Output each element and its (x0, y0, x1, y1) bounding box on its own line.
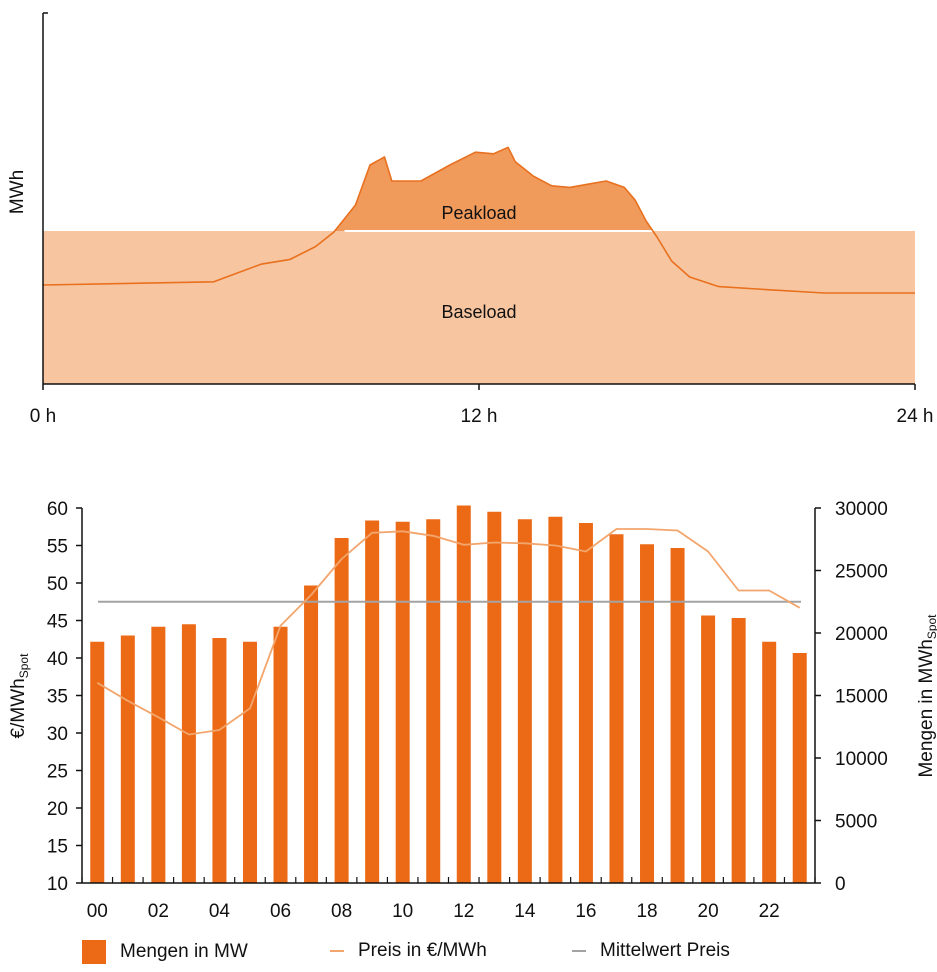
bar (456, 505, 471, 883)
bar (334, 538, 349, 883)
legend-item-bars: Mengen in MW (82, 940, 248, 964)
legend-swatch-mean (572, 950, 586, 952)
legend-label-bars: Mengen in MW (120, 941, 248, 962)
bar (792, 653, 807, 883)
load-curve (42, 146, 915, 294)
right-tick-label: 10000 (835, 749, 888, 770)
baseload-label: Baseload (441, 302, 516, 322)
bar (426, 519, 441, 883)
right-tick-label: 5000 (835, 812, 877, 833)
bar (120, 635, 135, 883)
right-tick-label: 15000 (835, 687, 888, 708)
bar (90, 641, 105, 883)
left-tick-label: 40 (47, 649, 68, 670)
left-tick-label: 45 (47, 612, 68, 633)
bar (304, 585, 319, 883)
right-axis-label: Mengen in MWhSpot (916, 614, 937, 778)
x-tick-label: 14 (514, 901, 536, 922)
legend-item-mean: Mittelwert Preis (572, 940, 730, 962)
x-tick-label: 06 (270, 901, 291, 922)
bar (578, 523, 593, 883)
x-tick-label: 0 h (30, 406, 56, 427)
peakload-label: Peakload (441, 203, 516, 223)
bar (487, 511, 502, 883)
baseload-region (43, 231, 915, 384)
bar (242, 641, 257, 883)
bar (181, 624, 196, 883)
bar (762, 641, 777, 883)
left-axis-label-main: €/MWh (8, 678, 29, 738)
load-profile-chart: Peakload Baseload 0 h 12 h 24 h MWh (7, 12, 934, 427)
left-tick-label: 30 (47, 724, 68, 745)
left-tick-label: 10 (47, 874, 68, 895)
y-axis-label: MWh (7, 170, 28, 214)
bar (640, 544, 655, 883)
left-axis-label: €/MWhSpot (8, 653, 31, 739)
x-tick-label: 12 h (461, 406, 498, 427)
right-tick-label: 20000 (835, 624, 888, 645)
x-tick-label: 24 h (897, 406, 934, 427)
x-tick-label: 04 (209, 901, 231, 922)
bar (395, 521, 410, 883)
right-tick-label: 30000 (835, 499, 888, 520)
left-axis-label-sub: Spot (17, 653, 31, 678)
legend-label-mean: Mittelwert Preis (600, 940, 730, 961)
x-tick-label: 10 (392, 901, 413, 922)
x-tick-label: 16 (575, 901, 596, 922)
left-tick-label: 35 (47, 687, 68, 708)
bar (273, 626, 288, 883)
left-tick-label: 25 (47, 762, 68, 783)
bar (151, 626, 166, 883)
bar (731, 618, 746, 883)
x-tick-label: 18 (636, 901, 657, 922)
legend-swatch-bars (82, 940, 106, 964)
x-tick-label: 00 (87, 901, 108, 922)
peakload-region (334, 147, 653, 231)
left-tick-label: 50 (47, 574, 68, 595)
left-tick-label: 15 (47, 837, 68, 858)
legend: Mengen in MW Preis in €/MWh Mittelwert P… (0, 940, 937, 970)
bar (365, 520, 380, 883)
bar (548, 516, 563, 883)
x-tick-label: 12 (453, 901, 474, 922)
right-tick-label: 25000 (835, 562, 888, 583)
x-tick-label: 02 (148, 901, 169, 922)
right-axis-label-sub: Spot (925, 614, 937, 639)
left-tick-label: 55 (47, 537, 68, 558)
legend-item-price: Preis in €/MWh (330, 940, 487, 962)
left-tick-label: 20 (47, 799, 68, 820)
bar (701, 615, 716, 883)
bar (609, 534, 624, 883)
right-axis-label-main: Mengen in MWh (916, 639, 937, 777)
price-volume-chart: 6055504540353025201510300002500020000150… (8, 499, 937, 922)
left-tick-label: 60 (47, 499, 68, 520)
x-tick-label: 08 (331, 901, 352, 922)
bar (212, 638, 227, 883)
bar (670, 548, 685, 883)
bar (517, 519, 532, 883)
x-tick-label: 22 (759, 901, 780, 922)
price-line (96, 528, 801, 736)
legend-label-price: Preis in €/MWh (358, 940, 487, 961)
right-tick-label: 0 (835, 874, 846, 895)
legend-swatch-price (330, 950, 344, 952)
x-tick-label: 20 (698, 901, 719, 922)
